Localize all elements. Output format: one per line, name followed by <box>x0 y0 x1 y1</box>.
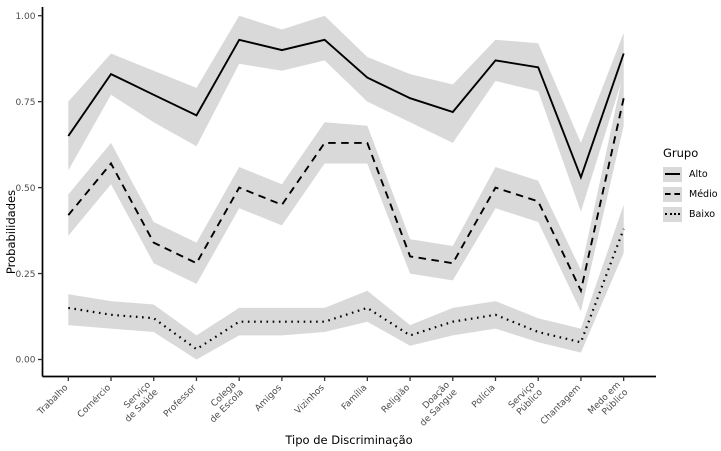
x-tick-label: Família <box>340 383 369 412</box>
confidence-ribbons <box>68 15 624 360</box>
y-tick-label: 0.50 <box>15 184 35 194</box>
y-axis-ticks: 0.00 0.25 0.50 0.75 1.00 <box>15 12 43 366</box>
x-tick-label: Trabalho <box>36 383 71 418</box>
legend-label-alto: Alto <box>689 169 708 180</box>
x-axis-ticks: Trabalho Comércio Serviçode Saúde Professor… <box>36 376 631 429</box>
y-tick-label: 0.75 <box>15 98 35 108</box>
x-tick-label: ServiçoPúblico <box>507 380 545 418</box>
line-alto <box>67 38 625 181</box>
legend-label-baixo: Baixo <box>689 209 716 220</box>
legend-key-solid-line-icon <box>663 167 682 182</box>
legend-item-baixo: Baixo <box>663 207 718 222</box>
y-tick-label: 1.00 <box>15 12 35 22</box>
legend-key-dotted-line-icon <box>663 207 682 222</box>
series-lines <box>67 38 625 351</box>
x-tick-label: Medo emPúblico <box>586 380 630 424</box>
ribbon-baixo <box>68 204 624 360</box>
y-tick-label: 0.00 <box>15 356 35 366</box>
x-tick-label: Professor <box>162 383 199 420</box>
ribbon-médio <box>68 70 624 312</box>
y-axis-title: Probabilidades <box>4 189 18 275</box>
legend-key-dashed-line-icon <box>663 187 682 202</box>
line-baixo <box>68 228 625 351</box>
x-tick-label: Chantagem <box>539 383 583 427</box>
x-tick-label: Amigos <box>253 383 284 414</box>
x-tick-label: Doaçãode Sangue <box>411 380 460 429</box>
ribbon-alto <box>68 15 624 212</box>
y-tick-label: 0.25 <box>15 270 35 280</box>
legend-label-medio: Médio <box>689 189 718 200</box>
x-tick-label: Polícia <box>470 383 497 410</box>
legend-item-alto: Alto <box>663 167 718 182</box>
x-tick-label: Colegade Escola <box>201 380 246 425</box>
x-axis-title: Tipo de Discriminação <box>285 433 413 447</box>
x-tick-label: Vizinhos <box>293 383 327 417</box>
x-tick-label: Comércio <box>75 382 113 420</box>
line-médio <box>67 97 625 294</box>
legend-item-medio: Médio <box>663 187 718 202</box>
axes <box>41 7 656 378</box>
x-tick-label: Serviçode Saúde <box>116 380 161 425</box>
legend: Grupo Alto Médio Baixo <box>663 146 718 227</box>
x-tick-label: Religião <box>380 383 413 416</box>
legend-title: Grupo <box>663 146 699 160</box>
